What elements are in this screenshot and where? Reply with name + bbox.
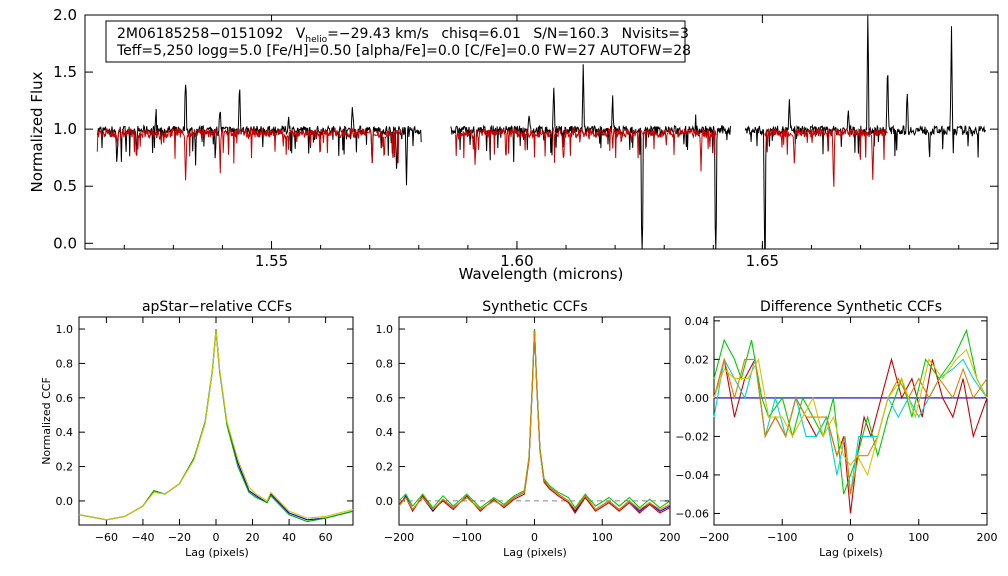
synthetic-ccf-x-tick-label: 200 — [660, 531, 681, 544]
apstar-ccf-y-tick-label: 0.2 — [56, 461, 74, 474]
apstar-ccf-series-2-line — [78, 328, 354, 523]
synthetic-ccf-y-tick-label: 0.6 — [376, 392, 394, 405]
synthetic-ccf-y-tick-label: 0.2 — [376, 461, 394, 474]
spectrum-y-tick-label: 0.0 — [53, 234, 77, 252]
spectrum-x-tick-label: 1.60 — [500, 252, 533, 270]
synthetic-ccf-plot-area: −200 −100 0 100 200 0.0 0.2 0.4 0.6 0.8 1.0 — [376, 317, 681, 544]
apstar-ccf-y-tick-label: 1.0 — [56, 323, 74, 336]
difference-ccf-x-tick-label: 100 — [908, 531, 929, 544]
synthetic-ccf-series-2-line — [398, 330, 671, 515]
apstar-ccf-x-tick-label: −40 — [131, 531, 154, 544]
synthetic-ccf-x-tick-label: 100 — [592, 531, 613, 544]
difference-ccf-y-tick-label: 0.00 — [685, 392, 710, 405]
difference-ccf-x-tick-label: 0 — [847, 531, 854, 544]
apstar-ccf-x-tick-label: −20 — [168, 531, 191, 544]
difference-ccf-series-5-line — [713, 357, 988, 495]
difference-ccf-series-3-line — [713, 328, 988, 495]
apstar-ccf-y-tick-label: 0.8 — [56, 357, 74, 370]
annotation-line-2: Teff=5,250 logg=5.0 [Fe/H]=0.50 [alpha/F… — [116, 43, 691, 59]
apstar-ccf-y-axis-label: Normalized CCF — [40, 377, 53, 465]
difference-ccf-title: Difference Synthetic CCFs — [760, 299, 942, 315]
vhelio-value: =−29.43 km/s — [327, 26, 429, 42]
apstar-ccf-x-tick-label: −60 — [95, 531, 118, 544]
nvisits-value: Nvisits=3 — [622, 26, 689, 42]
synthetic-ccf-y-tick-label: 0.8 — [376, 357, 394, 370]
difference-ccf-series-6-line — [713, 348, 988, 477]
difference-ccf-x-tick-label: −200 — [699, 531, 729, 544]
synthetic-ccf-x-tick-label: −100 — [452, 531, 482, 544]
apstar-ccf-y-tick-label: 0.4 — [56, 426, 74, 439]
spectrum-y-tick-label: 1.0 — [53, 120, 77, 138]
apstar-ccf-series-3-line — [78, 330, 354, 521]
apstar-ccf-x-tick-label: 60 — [319, 531, 333, 544]
annotation-box — [105, 20, 686, 63]
apstar-ccf-plot-area: −60 −40 −20 0 20 40 60 0.0 0.2 0.4 0.6 0.8 1.0 — [56, 317, 354, 544]
difference-ccf-y-tick-label: 0.04 — [685, 315, 710, 328]
synthetic-ccf-y-tick-label: 1.0 — [376, 323, 394, 336]
apstar-ccf-plot-frame — [78, 316, 354, 526]
apstar-ccf-y-tick-label: 0.6 — [56, 392, 74, 405]
spectrum-y-tick-label: 1.5 — [53, 63, 77, 81]
synthetic-ccf-series-4-line — [398, 330, 671, 511]
annotation-line-1: 2M06185258−0151092 Vhelio=−29.43 km/s ch… — [117, 26, 689, 45]
difference-ccf-y-tick-label: −0.04 — [675, 469, 709, 482]
apstar-ccf-series-1-line — [78, 330, 354, 521]
difference-ccf-panel: Difference Synthetic CCFs −200 −100 0 100 20… — [675, 299, 997, 559]
difference-ccf-x-axis-label: Lag (pixels) — [819, 546, 883, 559]
vhelio-label: V — [296, 26, 306, 42]
apstar-ccf-title: apStar−relative CCFs — [142, 299, 292, 315]
chisq-value: chisq=6.01 — [441, 26, 521, 42]
synthetic-ccf-x-tick-label: 0 — [531, 531, 538, 544]
apstar-ccf-panel: apStar−relative CCFs −60 −40 −20 0 20 40 60 0.0… — [40, 299, 354, 559]
spectrum-plot-frame — [84, 14, 999, 250]
spectrum-x-axis-label: Wavelength (microns) — [459, 265, 624, 283]
spectrum-panel: 1.55 1.60 1.65 0.0 0.5 1.0 1.5 2.0 2M06185258−0… — [28, 6, 999, 283]
synthetic-ccf-y-tick-label: 0.4 — [376, 426, 394, 439]
spectrum-x-tick-label: 1.55 — [255, 252, 288, 270]
spectrum-y-tick-label: 0.5 — [53, 177, 77, 195]
spectrum-plot-area: 1.55 1.60 1.65 0.0 0.5 1.0 1.5 2.0 — [53, 6, 998, 270]
apstar-ccf-x-tick-label: 0 — [213, 531, 220, 544]
sn-value: S/N=160.3 — [533, 26, 609, 42]
synthetic-ccf-panel: Synthetic CCFs −200 −100 0 100 200 0.0 0.2 0.4 0… — [376, 299, 681, 559]
synthetic-ccf-title: Synthetic CCFs — [482, 299, 587, 315]
star-id: 2M06185258−0151092 — [117, 26, 283, 42]
synthetic-ccf-x-axis-label: Lag (pixels) — [503, 546, 567, 559]
spectrum-y-axis-label: Normalized Flux — [28, 71, 46, 192]
synthetic-ccf-plot-frame — [398, 316, 671, 526]
apstar-ccf-x-tick-label: 20 — [246, 531, 260, 544]
apstar-ccf-y-tick-label: 0.0 — [56, 495, 74, 508]
difference-ccf-x-tick-label: −100 — [767, 531, 797, 544]
apstar-ccf-x-axis-label: Lag (pixels) — [185, 546, 249, 559]
difference-ccf-plot-area: −200 −100 0 100 200 −0.06 −0.04 −0.02 0.00 0.02 0.… — [675, 315, 997, 544]
synthetic-ccf-y-tick-label: 0.0 — [376, 495, 394, 508]
difference-ccf-y-tick-label: −0.06 — [675, 507, 709, 520]
vhelio-subscript: helio — [305, 35, 327, 45]
apstar-ccf-x-tick-label: 40 — [282, 531, 296, 544]
difference-ccf-y-tick-label: 0.02 — [685, 353, 710, 366]
difference-ccf-x-tick-label: 200 — [977, 531, 998, 544]
synthetic-ccf-series-3-line — [398, 328, 671, 509]
model-spectrum-line — [96, 126, 888, 187]
synthetic-ccf-series-1-line — [398, 328, 671, 513]
synthetic-ccf-x-tick-label: −200 — [384, 531, 414, 544]
spectrum-x-tick-label: 1.65 — [746, 252, 779, 270]
spectrum-y-tick-label: 2.0 — [53, 6, 77, 24]
difference-ccf-y-tick-label: −0.02 — [675, 430, 709, 443]
